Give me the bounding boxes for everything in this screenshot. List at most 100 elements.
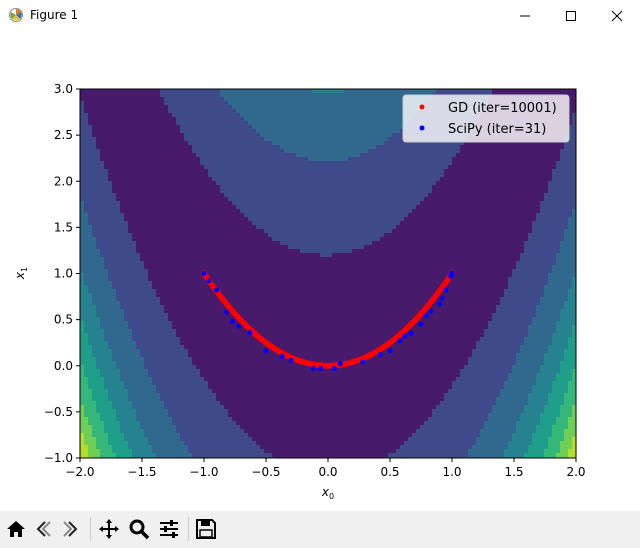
contour-cell: [212, 437, 216, 441]
contour-cell: [260, 213, 264, 217]
contour-cell: [528, 285, 532, 289]
contour-cell: [136, 405, 140, 409]
contour-cell: [448, 425, 452, 429]
contour-cell: [92, 445, 96, 449]
contour-cell: [384, 149, 388, 153]
contour-cell: [432, 149, 436, 153]
contour-cell: [92, 169, 96, 173]
contour-cell: [268, 137, 272, 141]
figure-canvas[interactable]: −2.0 −1.5 −1.0 −0.5 0.0 0.5 1.0 1.5 2.0 −1.0 −0.5…: [0, 31, 640, 511]
contour-cell: [200, 401, 204, 405]
contour-cell: [344, 229, 348, 233]
contour-cell: [228, 421, 232, 425]
contour-cell: [388, 209, 392, 213]
contour-cell: [428, 453, 432, 457]
contour-cell: [492, 353, 496, 357]
close-button[interactable]: [594, 0, 640, 31]
contour-cell: [344, 237, 348, 241]
contour-cell: [100, 429, 104, 433]
contour-cell: [504, 373, 508, 377]
contour-cell: [280, 181, 284, 185]
contour-cell: [160, 93, 164, 97]
contour-cell: [224, 153, 228, 157]
contour-cell: [372, 149, 376, 153]
contour-cell: [364, 89, 368, 93]
contour-cell: [336, 181, 340, 185]
contour-cell: [148, 361, 152, 365]
contour-cell: [508, 325, 512, 329]
contour-cell: [176, 369, 180, 373]
contour-cell: [512, 353, 516, 357]
contour-cell: [220, 121, 224, 125]
contour-cell: [276, 117, 280, 121]
contour-cell: [136, 433, 140, 437]
contour-cell: [244, 453, 248, 457]
contour-cell: [256, 197, 260, 201]
contour-cell: [408, 181, 412, 185]
contour-cell: [124, 317, 128, 321]
contour-cell: [488, 337, 492, 341]
contour-cell: [356, 121, 360, 125]
contour-cell: [188, 97, 192, 101]
contour-cell: [360, 185, 364, 189]
contour-cell: [88, 385, 92, 389]
contour-cell: [368, 101, 372, 105]
contour-cell: [448, 429, 452, 433]
contour-cell: [376, 109, 380, 113]
contour-cell: [516, 401, 520, 405]
contour-cell: [168, 349, 172, 353]
contour-cell: [288, 137, 292, 141]
contour-cell: [476, 409, 480, 413]
contour-cell: [508, 345, 512, 349]
contour-cell: [528, 429, 532, 433]
contour-cell: [484, 377, 488, 381]
contour-cell: [520, 357, 524, 361]
contour-cell: [92, 181, 96, 185]
contour-cell: [80, 129, 84, 133]
contour-cell: [248, 161, 252, 165]
contour-cell: [328, 241, 332, 245]
contour-cell: [84, 433, 88, 437]
contour-cell: [524, 365, 528, 369]
contour-cell: [124, 261, 128, 265]
contour-cell: [352, 225, 356, 229]
contour-cell: [244, 105, 248, 109]
contour-cell: [324, 213, 328, 217]
contour-cell: [232, 105, 236, 109]
contour-cell: [236, 101, 240, 105]
contour-cell: [280, 133, 284, 137]
contour-cell: [164, 365, 168, 369]
contour-cell: [244, 213, 248, 217]
contour-cell: [80, 361, 84, 365]
contour-cell: [360, 149, 364, 153]
contour-cell: [236, 89, 240, 93]
contour-cell: [120, 345, 124, 349]
contour-cell: [184, 389, 188, 393]
contour-cell: [328, 117, 332, 121]
contour-cell: [192, 113, 196, 117]
contour-cell: [320, 133, 324, 137]
contour-cell: [484, 349, 488, 353]
contour-cell: [516, 293, 520, 297]
contour-cell: [332, 177, 336, 181]
contour-cell: [92, 257, 96, 261]
contour-cell: [288, 157, 292, 161]
contour-cell: [320, 189, 324, 193]
contour-cell: [208, 101, 212, 105]
contour-cell: [116, 261, 120, 265]
contour-cell: [132, 329, 136, 333]
contour-cell: [88, 177, 92, 181]
contour-cell: [324, 253, 328, 257]
contour-cell: [524, 445, 528, 449]
contour-cell: [88, 201, 92, 205]
minimize-button[interactable]: [502, 0, 548, 31]
contour-cell: [148, 321, 152, 325]
maximize-button[interactable]: [548, 0, 594, 31]
contour-cell: [280, 121, 284, 125]
contour-cell: [80, 221, 84, 225]
contour-cell: [116, 205, 120, 209]
contour-cell: [520, 333, 524, 337]
contour-cell: [192, 445, 196, 449]
contour-cell: [260, 89, 264, 93]
contour-cell: [240, 181, 244, 185]
